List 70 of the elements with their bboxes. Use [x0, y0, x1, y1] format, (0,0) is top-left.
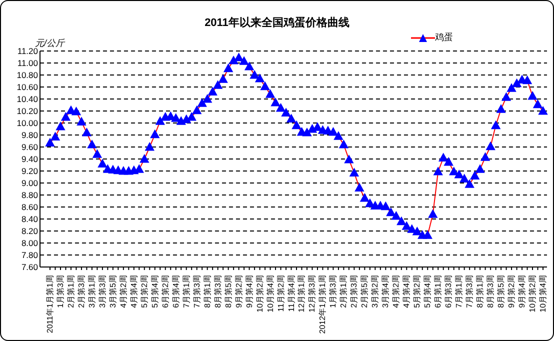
x-tick-label: 6月第4周 — [171, 275, 180, 308]
x-tick-label: 2月第5周 — [360, 275, 370, 308]
x-tick-label: 3月第3周 — [98, 275, 107, 308]
x-tick-label: 8月第1周 — [476, 275, 485, 308]
x-tick-label: 10月第2周 — [528, 275, 538, 312]
x-tick-label: 5月第4周 — [423, 275, 432, 308]
x-tick-label: 3月第2周 — [370, 275, 380, 308]
x-tick-label: 12月第1周 — [297, 275, 306, 312]
x-tick-label: 2月第1周 — [339, 275, 348, 308]
x-tick-label: 11月第2周 — [276, 275, 286, 312]
x-tick-label: 8月第3周 — [486, 275, 496, 308]
x-tick-label: 4月第4周 — [402, 275, 412, 308]
y-tick-label: 8.60 — [21, 202, 38, 212]
x-tick-label: 8月第1周 — [202, 275, 212, 308]
x-tick-label: 10月第2周 — [255, 275, 264, 312]
x-tick-label: 9月第2周 — [234, 275, 244, 308]
x-tick-label: 3月第5周 — [108, 275, 118, 308]
x-tick-label: 2011年1月第1周 — [46, 275, 54, 334]
x-tick-label: 7月第1周 — [182, 275, 191, 308]
y-tick-label: 9.00 — [21, 178, 38, 188]
x-tick-label: 8月第3周 — [213, 275, 222, 308]
legend-label: 鸡蛋 — [435, 31, 453, 44]
y-tick-label: 10.40 — [16, 94, 38, 104]
y-tick-label: 8.00 — [21, 238, 38, 248]
x-tick-label: 2012年1月第1周 — [318, 275, 328, 334]
y-tick-label: 9.80 — [21, 130, 38, 140]
x-tick-label: 4月第2周 — [118, 275, 128, 308]
y-tick-label: 11.00 — [17, 58, 38, 68]
y-tick-label: 8.80 — [21, 190, 38, 200]
x-tick-label: 8月第5周 — [496, 275, 506, 308]
x-tick-label: 3月第1周 — [87, 275, 96, 308]
x-tick-label: 1月第3周 — [328, 275, 338, 308]
y-tick-label: 9.60 — [21, 142, 38, 152]
x-tick-label: 3月第4周 — [381, 275, 390, 308]
x-tick-label: 11月第4周 — [286, 275, 296, 312]
y-tick-label: 9.20 — [21, 166, 38, 176]
x-tick-label: 9月第2周 — [507, 275, 516, 308]
x-tick-label: 12月第3周 — [308, 275, 317, 312]
x-tick-label: 6月第1周 — [434, 275, 443, 308]
x-tick-label: 7月第3周 — [192, 275, 202, 308]
x-tick-label: 7月第1周 — [454, 275, 464, 308]
x-tick-label: 5月第4周 — [150, 275, 160, 308]
x-tick-label: 10月第4周 — [538, 275, 548, 312]
x-tick-label: 2月第3周 — [350, 275, 359, 308]
x-tick-label: 6月第3周 — [444, 275, 454, 308]
y-tick-label: 10.00 — [16, 118, 38, 128]
y-tick-label: 7.60 — [21, 262, 38, 272]
x-tick-label: 2月第1周 — [66, 275, 76, 308]
x-tick-label: 4月第4周 — [129, 275, 138, 308]
x-tick-label: 6月第2周 — [160, 275, 170, 308]
x-tick-label: 2月第3周 — [76, 275, 86, 308]
y-tick-label: 10.20 — [16, 106, 38, 116]
chart-title: 2011年以来全国鸡蛋价格曲线 — [204, 16, 350, 30]
x-tick-label: 4月第2周 — [392, 275, 401, 308]
y-axis-title: 元/公斤 — [35, 37, 65, 48]
x-tick-label: 10月第4周 — [266, 275, 275, 312]
x-tick-label: 7月第3周 — [465, 275, 474, 308]
y-tick-label: 10.80 — [16, 70, 38, 80]
x-tick-label: 9月第4周 — [518, 275, 527, 308]
y-tick-label: 11.20 — [17, 46, 38, 56]
y-tick-label: 10.60 — [16, 82, 38, 92]
x-tick-label: 8月第5周 — [224, 275, 233, 308]
y-tick-label: 8.20 — [21, 226, 38, 236]
x-tick-label: 5月第2周 — [140, 275, 149, 308]
x-tick-label: 9月第4周 — [244, 275, 254, 308]
x-tick-label: 1月第3周 — [56, 275, 65, 308]
y-tick-label: 8.40 — [21, 214, 38, 224]
x-tick-label: 5月第2周 — [412, 275, 422, 308]
y-tick-label: 9.40 — [21, 154, 38, 164]
y-tick-label: 7.80 — [21, 250, 38, 260]
